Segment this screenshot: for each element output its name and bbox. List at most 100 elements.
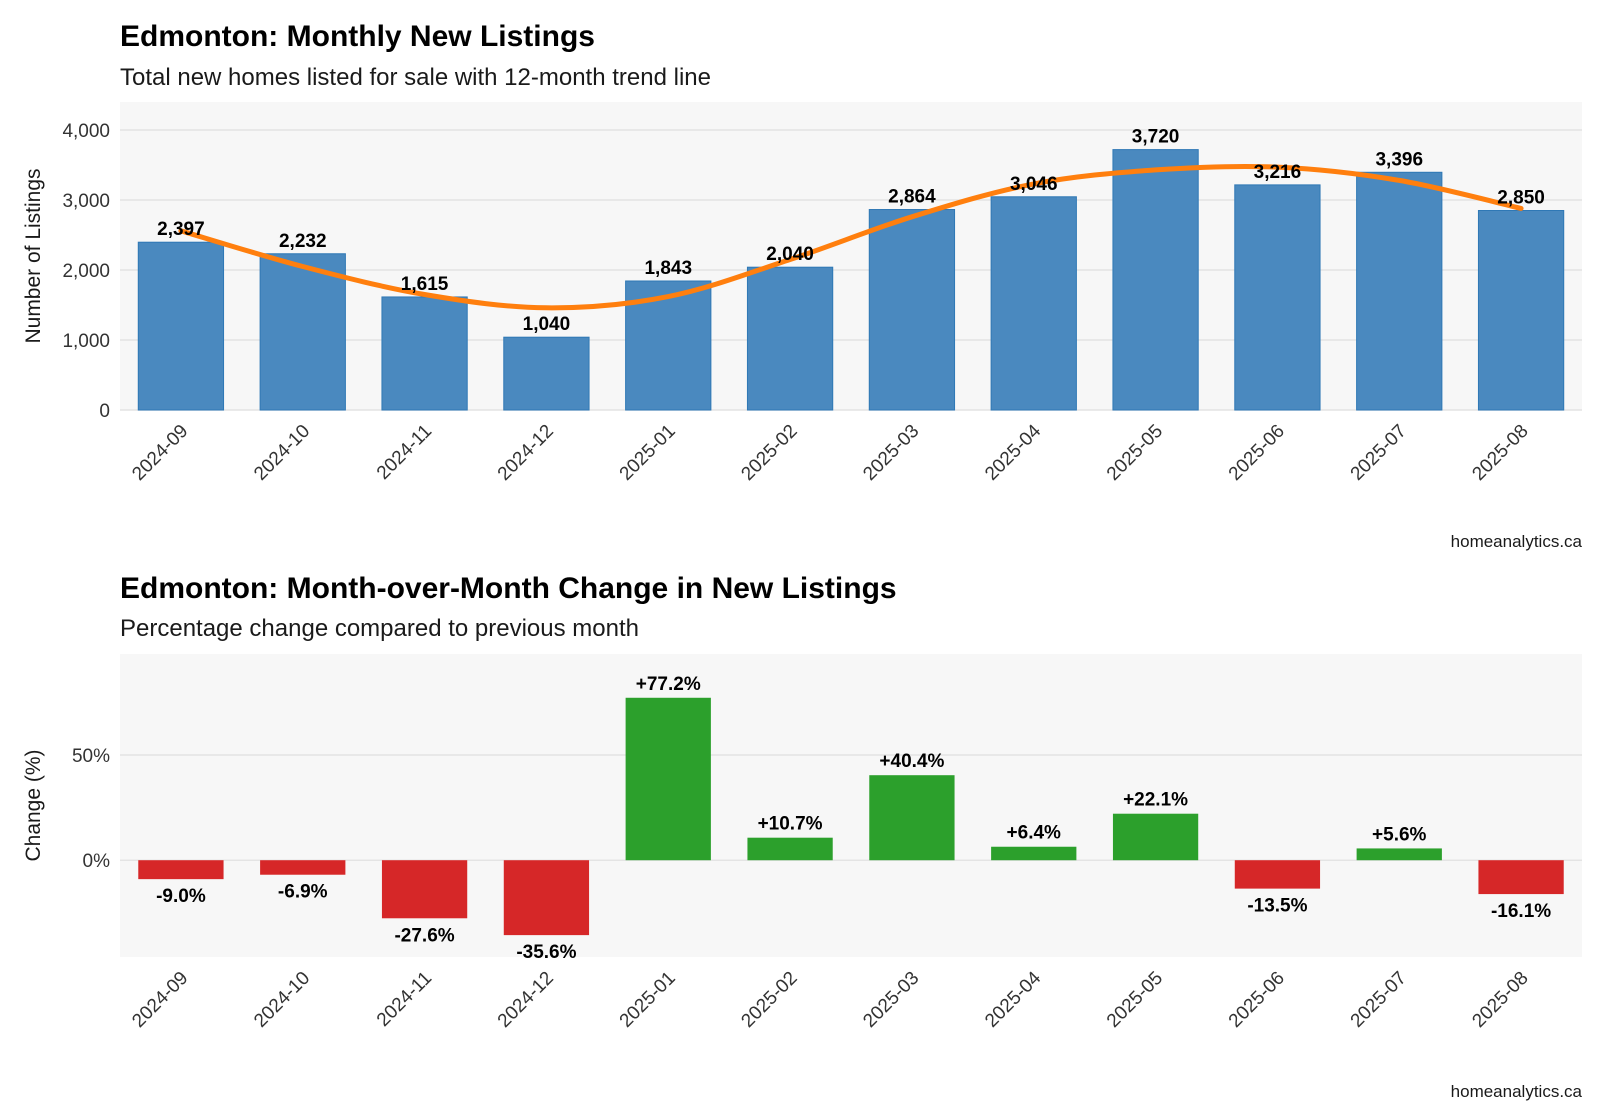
change-data-label: -35.6% [516, 942, 576, 963]
change-bars [138, 697, 1564, 936]
change-x-tick-label: 2024-09 [128, 968, 192, 1032]
change-data-label: +22.1% [1123, 790, 1188, 811]
change-x-tick-label: 2025-07 [1347, 968, 1411, 1032]
change-chart-subtitle: Percentage change compared to previous m… [120, 615, 639, 642]
change-x-tick-label: 2025-01 [616, 968, 680, 1032]
listings-x-tick-label: 2024-12 [494, 421, 558, 485]
change-data-label: -13.5% [1247, 896, 1307, 917]
listings-data-label: 3,396 [1375, 149, 1423, 170]
listings-chart: Edmonton: Monthly New Listings Total new… [22, 20, 1583, 551]
change-data-label: +40.4% [879, 751, 944, 772]
change-x-tick-label: 2025-05 [1103, 968, 1167, 1032]
change-x-tick-label: 2025-03 [859, 968, 923, 1032]
listings-gridlines [120, 129, 1582, 411]
listings-x-tick-label: 2025-08 [1468, 421, 1532, 485]
listings-data-label: 3,216 [1254, 162, 1302, 183]
listings-bar [137, 241, 225, 411]
listings-x-tick-label: 2025-04 [981, 420, 1045, 484]
change-data-label: +5.6% [1372, 824, 1427, 845]
change-data-label: +10.7% [758, 814, 823, 835]
listings-bar [1112, 149, 1199, 411]
listings-chart-title: Edmonton: Monthly New Listings [120, 20, 595, 53]
change-bar-negative [1234, 860, 1321, 889]
change-bar-negative [260, 860, 346, 875]
change-bar-negative [381, 860, 468, 919]
change-data-label: -9.0% [156, 886, 206, 907]
change-y-ticks: 0% 50% [72, 746, 110, 872]
listings-data-labels: 2,397 2,232 1,615 1,040 1,843 2,040 2,864 3,046… [157, 127, 1545, 336]
change-x-tick-label: 2025-08 [1468, 968, 1532, 1032]
change-y-axis-title: Change (%) [22, 749, 45, 861]
change-bar-positive [1356, 848, 1442, 861]
listings-x-tick-label: 2025-07 [1347, 421, 1411, 485]
listings-y-axis-title: Number of Listings [22, 168, 45, 343]
change-caption: homeanalytics.ca [1451, 1082, 1583, 1101]
listings-data-label: 1,843 [644, 258, 692, 279]
listings-chart-subtitle: Total new homes listed for sale with 12-… [120, 64, 711, 91]
listings-x-tick-label: 2025-01 [616, 421, 680, 485]
listings-trend-line [178, 163, 1524, 311]
listings-x-tick-label: 2024-09 [128, 421, 192, 485]
listings-data-label: 3,720 [1132, 127, 1180, 148]
change-bar-negative [503, 860, 590, 936]
listings-data-label: 2,232 [279, 231, 327, 252]
listings-x-tick-label: 2025-05 [1103, 421, 1167, 485]
listings-x-tick-label: 2025-06 [1225, 421, 1289, 485]
listings-x-tick-label: 2024-10 [250, 421, 314, 485]
listings-y-ticks: 0 1,000 2,000 3,000 4,000 [62, 121, 110, 422]
listings-x-tick-label: 2025-02 [737, 421, 801, 485]
listings-data-label: 1,040 [523, 314, 571, 335]
change-x-tick-label: 2024-11 [373, 968, 436, 1031]
change-bar-positive [869, 775, 955, 861]
listings-x-tick-label: 2025-03 [859, 421, 923, 485]
change-bar-positive [625, 697, 711, 861]
listings-y-tick-label: 4,000 [62, 121, 110, 142]
listings-bar [868, 209, 956, 411]
listings-bar [381, 296, 468, 411]
listings-y-tick-label: 2,000 [62, 261, 110, 282]
change-data-label: -16.1% [1491, 901, 1551, 922]
change-data-label: -6.9% [278, 882, 328, 903]
listings-data-label: 3,046 [1010, 174, 1058, 195]
change-chart: Edmonton: Month-over-Month Change in New… [22, 572, 1583, 1101]
change-bar-negative [1478, 860, 1564, 895]
listings-data-label: 2,040 [766, 244, 814, 265]
change-gridlines [120, 754, 1582, 861]
listings-y-tick-label: 1,000 [62, 331, 110, 352]
listings-bar [1234, 184, 1321, 411]
change-plot-panel [120, 654, 1582, 957]
change-chart-title: Edmonton: Month-over-Month Change in New… [120, 572, 897, 605]
change-bar-positive [991, 846, 1077, 861]
listings-bar [259, 253, 346, 411]
change-y-tick-label: 50% [72, 746, 110, 767]
change-data-labels: -9.0% -6.9% -27.6% -35.6% +77.2% +10.7% +40.4%… [156, 674, 1551, 963]
change-data-label: +6.4% [1007, 823, 1062, 844]
change-y-tick-label: 0% [83, 851, 111, 872]
listings-bars [137, 149, 1565, 411]
change-x-tick-label: 2024-12 [494, 968, 558, 1032]
change-bar-negative [138, 860, 224, 880]
change-x-tick-label: 2024-10 [250, 968, 314, 1032]
change-x-tick-label: 2025-04 [981, 967, 1045, 1031]
listings-y-tick-label: 0 [99, 401, 110, 422]
change-x-ticks: 2024-09 2024-10 2024-11 2024-12 2025-01 2025-… [128, 967, 1532, 1031]
change-bar-positive [1112, 813, 1199, 861]
change-data-label: -27.6% [394, 925, 454, 946]
listings-bar [1356, 171, 1443, 411]
listings-x-ticks: 2024-09 2024-10 2024-11 2024-12 2025-01 2025-… [128, 420, 1532, 484]
listings-plot-panel [120, 102, 1582, 410]
listings-data-label: 1,615 [401, 274, 449, 295]
change-data-label: +77.2% [636, 674, 701, 695]
listings-caption: homeanalytics.ca [1451, 532, 1583, 551]
listings-data-label: 2,864 [888, 187, 936, 208]
listings-bar [746, 266, 834, 411]
listings-data-label: 2,397 [157, 219, 205, 240]
listings-y-tick-label: 3,000 [62, 191, 110, 212]
change-x-tick-label: 2025-02 [737, 968, 801, 1032]
listings-data-label: 2,850 [1497, 188, 1545, 209]
listings-x-tick-label: 2024-11 [373, 421, 436, 484]
listings-bar [1477, 210, 1565, 411]
change-x-tick-label: 2025-06 [1225, 968, 1289, 1032]
change-bar-positive [747, 837, 833, 861]
